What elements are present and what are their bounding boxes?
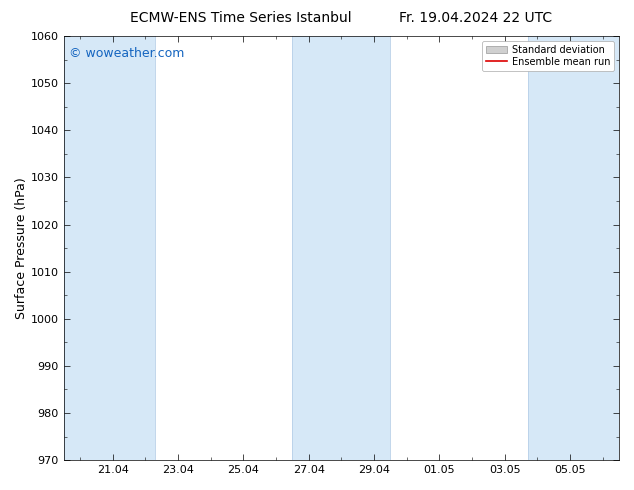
Bar: [64, 36, 155, 460]
Bar: [292, 36, 391, 460]
Text: © woweather.com: © woweather.com: [69, 47, 184, 60]
Y-axis label: Surface Pressure (hPa): Surface Pressure (hPa): [15, 177, 28, 319]
Legend: Standard deviation, Ensemble mean run: Standard deviation, Ensemble mean run: [482, 41, 614, 71]
Text: ECMW-ENS Time Series Istanbul: ECMW-ENS Time Series Istanbul: [130, 11, 352, 25]
Text: Fr. 19.04.2024 22 UTC: Fr. 19.04.2024 22 UTC: [399, 11, 552, 25]
Bar: [527, 36, 619, 460]
